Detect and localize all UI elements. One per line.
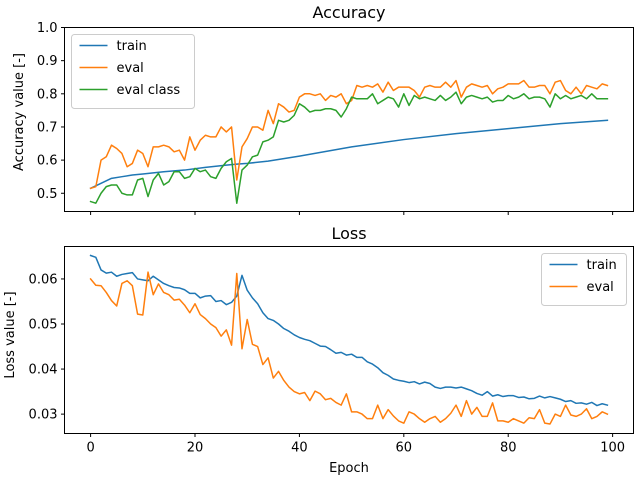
accuracy-axes-frame (64, 27, 634, 212)
loss-ticks: 0.03 0.04 0.05 0.06 0 20 40 60 80 100 (29, 272, 625, 455)
loss-y-axis-label: Loss value [-] (3, 291, 18, 378)
accuracy-panel: Accuracy Accuracy value [-] 0.5 0.6 0.7 0.8… (12, 3, 634, 215)
loss-xtick-label: 20 (187, 441, 204, 456)
accuracy-ytick-label: 0.7 (37, 120, 58, 135)
accuracy-ytick-label: 1.0 (37, 21, 58, 36)
loss-legend-box (541, 253, 627, 306)
loss-ytick-label: 0.06 (29, 272, 58, 287)
accuracy-ytick-label: 0.9 (37, 54, 58, 69)
loss-title: Loss (331, 224, 366, 243)
accuracy-ytick-label: 0.8 (37, 87, 58, 102)
loss-series-eval (89, 271, 609, 425)
accuracy-ticks: 0.5 0.6 0.7 0.8 0.9 1.0 (37, 21, 614, 215)
accuracy-legend: train eval eval class (71, 34, 195, 109)
loss-axes-frame (64, 246, 634, 434)
loss-ytick-label: 0.03 (29, 408, 58, 423)
loss-panel: Loss Loss value [-] Epoch 0.030.040.050.… (3, 224, 634, 476)
accuracy-ytick-label: 0.5 (37, 187, 58, 202)
loss-xtick-label: 100 (600, 441, 625, 456)
accuracy-legend-label: eval class (117, 83, 181, 98)
loss-xtick-label: 0 (86, 441, 94, 456)
accuracy-ytick-label: 0.6 (37, 154, 58, 169)
loss-xtick-label: 60 (396, 441, 413, 456)
accuracy-title: Accuracy (312, 3, 385, 22)
loss-xtick-label: 40 (291, 441, 308, 456)
accuracy-series-eval-class (89, 91, 609, 204)
loss-legend-label: eval (587, 280, 614, 295)
loss-xtick-label: 80 (500, 441, 517, 456)
loss-ytick-label: 0.04 (29, 363, 58, 378)
loss-ytick-label: 0.05 (29, 318, 58, 333)
loss-series-train (89, 254, 609, 407)
loss-legend-label: train (587, 258, 617, 273)
accuracy-y-axis-label: Accuracy value [-] (12, 53, 27, 171)
accuracy-legend-label: eval (117, 61, 144, 76)
loss-legend: train eval (541, 253, 627, 306)
loss-x-axis-label: Epoch (329, 461, 369, 476)
accuracy-legend-label: train (117, 39, 147, 54)
loss-series (89, 254, 609, 425)
accuracy-series (89, 79, 609, 204)
